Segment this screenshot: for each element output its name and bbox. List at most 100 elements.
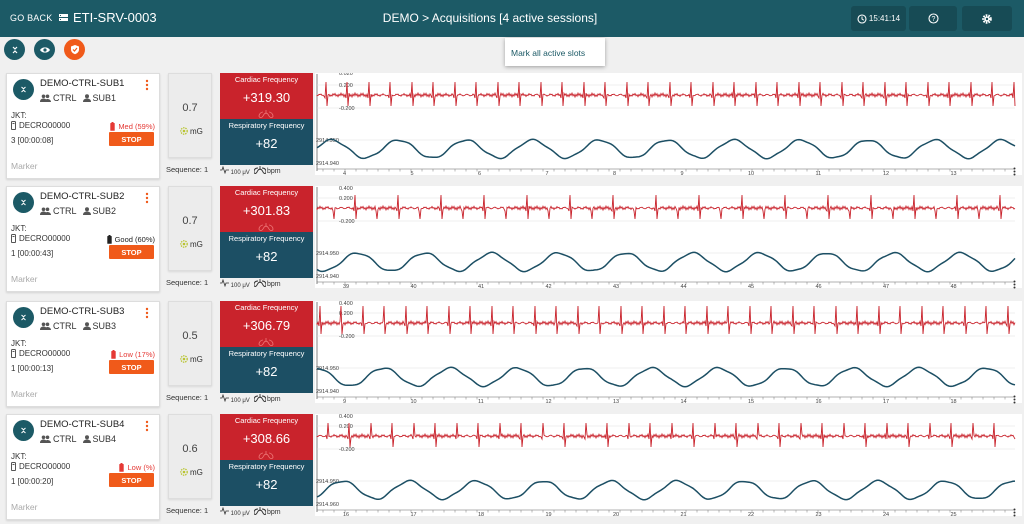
marker-input[interactable]: Marker — [11, 502, 38, 512]
subject-name: SUB4 — [92, 434, 117, 444]
device-id: DECRO00000 — [19, 234, 71, 243]
lungs-icon — [258, 223, 274, 231]
server-icon — [59, 14, 68, 21]
mark-all-text[interactable]: Mark all active slots — [511, 48, 586, 58]
server-label: ETI-SRV-0003 — [58, 10, 157, 25]
accel-unit: mG — [190, 354, 203, 364]
group-label: CTRL — [40, 206, 77, 216]
device-id: DECRO00000 — [19, 462, 71, 471]
cardiac-label: Cardiac Frequency — [234, 416, 299, 425]
respiratory-value: +82 — [255, 249, 278, 264]
cardiac-value: +306.79 — [242, 318, 291, 333]
go-back-link[interactable]: GO BACK — [10, 13, 53, 23]
server-name: ETI-SRV-0003 — [73, 10, 157, 25]
battery-status: Low (17%) — [111, 350, 155, 359]
more-options-icon[interactable] — [145, 307, 149, 319]
jacket-label: JKT: — [11, 452, 27, 461]
group-icon — [40, 94, 51, 102]
expand-icon — [21, 86, 26, 93]
avatar[interactable] — [13, 307, 34, 328]
shield-button[interactable] — [64, 39, 85, 60]
stop-button[interactable]: STOP — [109, 245, 154, 259]
more-options-icon[interactable] — [145, 79, 149, 91]
avatar[interactable] — [13, 79, 34, 100]
x-tick-label: 39 — [343, 284, 349, 288]
marker-input[interactable]: Marker — [11, 161, 38, 171]
session-row: DEMO-CTRL-SUB1 CTRL SUB1 JKT: DECRO00000… — [0, 73, 1024, 183]
x-tick-label: 13 — [613, 399, 619, 403]
accel-unit-label: mG — [179, 354, 203, 364]
ecg-icon — [220, 506, 229, 516]
device-label: DECRO00000 — [11, 234, 70, 243]
y-tick-label: 0.200 — [339, 196, 353, 202]
respiratory-value: +82 — [255, 136, 278, 151]
session-card: DEMO-CTRL-SUB4 CTRL SUB4 JKT: DECRO00000… — [6, 414, 160, 520]
gear-icon — [982, 13, 992, 24]
battery-icon — [106, 235, 112, 244]
help-button[interactable]: ? — [909, 6, 957, 31]
more-options-icon[interactable] — [145, 192, 149, 204]
chart-options-icon[interactable] — [1013, 508, 1016, 517]
x-tick-label: 6 — [478, 171, 481, 175]
cardiac-label: Cardiac Frequency — [234, 303, 299, 312]
stop-button[interactable]: STOP — [109, 473, 154, 487]
session-card: DEMO-CTRL-SUB2 CTRL SUB2 JKT: DECRO00000… — [6, 186, 160, 292]
session-name: DEMO-CTRL-SUB2 — [40, 191, 125, 202]
accel-unit-label: mG — [179, 126, 203, 136]
signal-chart: 0.400 0.200 -0.200 2914.950 2914.940 39 40 41 4… — [315, 186, 1022, 289]
avatar[interactable] — [13, 420, 34, 441]
x-tick-label: 9 — [343, 399, 346, 403]
settings-button[interactable] — [962, 6, 1012, 31]
device-icon — [11, 121, 16, 130]
group-icon — [40, 207, 51, 215]
view-button[interactable] — [34, 39, 55, 60]
sequence-label: Sequence: 1 — [166, 506, 209, 515]
session-card: DEMO-CTRL-SUB3 CTRL SUB3 JKT: DECRO00000… — [6, 301, 160, 407]
person-icon — [82, 207, 91, 215]
session-duration: 3 [00:00:08] — [11, 136, 54, 145]
motion-icon — [180, 355, 188, 363]
motion-icon — [180, 127, 188, 135]
avatar[interactable] — [13, 192, 34, 213]
session-duration: 1 [00:00:43] — [11, 249, 54, 258]
marker-input[interactable]: Marker — [11, 389, 38, 399]
battery-status: Good (60%) — [106, 235, 155, 244]
x-tick-label: 25 — [951, 512, 957, 516]
collapse-all-button[interactable] — [4, 39, 25, 60]
signal-chart: 0.400 0.200 -0.200 2914.950 2914.940 9 10 11 12… — [315, 301, 1022, 404]
respiratory-label: Respiratory Frequency — [228, 462, 305, 471]
group-name: CTRL — [53, 434, 77, 444]
more-options-icon[interactable] — [145, 420, 149, 432]
y-tick-label: -0.200 — [339, 219, 355, 225]
chart-options-icon[interactable] — [1013, 167, 1016, 176]
x-tick-label: 46 — [816, 284, 822, 288]
x-tick-label: 16 — [816, 399, 822, 403]
respiratory-value: +82 — [255, 364, 278, 379]
accel-unit: mG — [190, 126, 203, 136]
y-tick-label: 0.400 — [339, 301, 353, 307]
respiratory-panel: Respiratory Frequency +82 — [220, 119, 313, 165]
respiratory-panel: Respiratory Frequency +82 — [220, 347, 313, 393]
ecg-scale-label: 100 μV — [220, 165, 250, 176]
stop-button[interactable]: STOP — [109, 132, 154, 146]
accel-unit: mG — [190, 467, 203, 477]
motion-icon — [180, 468, 188, 476]
svg-text:?: ? — [931, 16, 935, 23]
clock-button[interactable]: 15:41:14 — [851, 6, 906, 31]
subject-name: SUB3 — [92, 321, 117, 331]
chart-options-icon[interactable] — [1013, 395, 1016, 404]
bpm-text: bpm — [267, 167, 281, 175]
chart-options-icon[interactable] — [1013, 280, 1016, 289]
expand-icon — [21, 314, 26, 321]
stop-button[interactable]: STOP — [109, 360, 154, 374]
group-label: CTRL — [40, 93, 77, 103]
respiratory-panel: Respiratory Frequency +82 — [220, 232, 313, 278]
respiratory-label: Respiratory Frequency — [228, 121, 305, 130]
person-icon — [82, 435, 91, 443]
mark-all-popup[interactable]: Mark all active slots — [505, 38, 605, 66]
marker-input[interactable]: Marker — [11, 274, 38, 284]
help-icon: ? — [927, 13, 939, 24]
x-tick-label: 4 — [343, 171, 346, 175]
group-icon — [40, 435, 51, 443]
x-tick-label: 17 — [411, 512, 417, 516]
